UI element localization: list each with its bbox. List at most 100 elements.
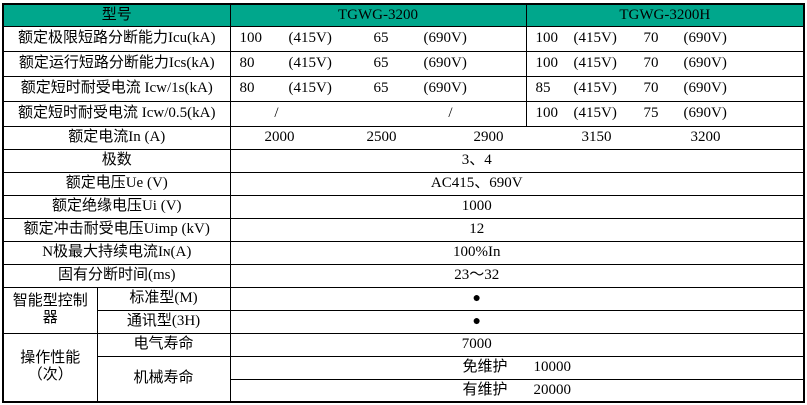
rated-voltage-value: AC415、690V: [229, 171, 805, 196]
icw1s-a-415-value: 80: [239, 79, 255, 96]
ics-a-690-value: 65: [373, 54, 389, 71]
maintained-label: 有维护: [462, 381, 508, 398]
rated-current-2900: 2900: [473, 128, 504, 145]
insulation-voltage-value: 1000: [229, 194, 805, 219]
icu-b-690-value: 70: [643, 29, 659, 46]
row-n-pole-current: N极最大持续电流Iɴ(A) 100%In: [2, 240, 805, 265]
icu-a-690-unit: (690V): [423, 29, 467, 46]
row-insulation-voltage: 额定绝缘电压Ui (V) 1000: [2, 194, 805, 219]
row-label-icw-1s: 额定短时耐受电流 Icw/1s(kA): [2, 75, 231, 102]
header-model-tgwg3200: TGWG-3200: [229, 3, 527, 27]
ics-b-690-value: 70: [643, 54, 659, 71]
ics-a-690-unit: (690V): [423, 54, 467, 71]
icu-b-690-unit: (690V): [683, 29, 727, 46]
icw05-values-tgwg3200: / /: [229, 100, 527, 127]
icw05-a-slash-2: /: [448, 104, 453, 121]
filled-dot-icon: ●: [472, 290, 481, 306]
icu-values-tgwg3200h: 100 (415V) 70 (690V): [525, 25, 805, 52]
controller-comm-label: 通讯型(3H): [96, 309, 231, 334]
icu-a-690-value: 65: [373, 29, 389, 46]
ics-b-690-unit: (690V): [683, 54, 727, 71]
icw05-b-415-unit: (415V): [573, 104, 617, 121]
icw05-b-690-value: 75: [643, 104, 659, 121]
row-icw-05: 额定短时耐受电流 Icw/0.5(kA) / / 100 (415V) 75 (…: [2, 100, 805, 127]
ics-values-tgwg3200h: 100 (415V) 70 (690V): [525, 50, 805, 77]
row-mechanical-life-free: 机械寿命 免维护 10000: [3, 355, 805, 403]
row-ics: 额定运行短路分断能力Ics(kA) 80 (415V) 65 (690V) 10…: [2, 50, 805, 77]
controller-standard-label: 标准型(M): [96, 286, 231, 311]
controller-standard-dot: ●: [229, 286, 805, 311]
row-label-icu: 额定极限短路分断能力Icu(kA): [2, 25, 231, 52]
impulse-voltage-value: 12: [229, 217, 805, 242]
maintenance-free-label: 免维护: [462, 358, 508, 375]
row-breaking-time: 固有分断时间(ms) 23～32: [2, 263, 805, 288]
row-impulse-voltage: 额定冲击耐受电压Uimp (kV) 12: [2, 217, 805, 242]
row-icu: 额定极限短路分断能力Icu(kA) 100 (415V) 65 (690V) 1…: [2, 25, 805, 52]
icw1s-b-690-unit: (690V): [683, 79, 727, 96]
row-rated-voltage: 额定电压Ue (V) AC415、690V: [2, 171, 805, 196]
rated-current-values: 2000 2500 2900 3150 3200: [229, 125, 805, 150]
row-label-rated-current: 额定电流In (A): [2, 125, 231, 150]
row-label-insulation-voltage: 额定绝缘电压Ui (V): [2, 194, 231, 219]
row-label-icw-05: 额定短时耐受电流 Icw/0.5(kA): [2, 100, 231, 127]
icw1s-values-tgwg3200: 80 (415V) 65 (690V): [229, 75, 527, 102]
row-label-impulse-voltage: 额定冲击耐受电压Uimp (kV): [2, 217, 231, 242]
rated-current-2500: 2500: [366, 128, 397, 145]
row-rated-current: 额定电流In (A) 2000 2500 2900 3150 3200: [2, 125, 805, 150]
icu-a-415-value: 100: [239, 29, 263, 46]
row-electrical-life: 操作性能 （次） 电气寿命 7000: [2, 332, 805, 403]
icw05-b-415-value: 100: [535, 104, 559, 121]
row-controller-standard: 智能型控制 器 标准型(M) ●: [2, 286, 805, 334]
ics-a-415-unit: (415V): [288, 54, 332, 71]
icw1s-values-tgwg3200h: 85 (415V) 70 (690V): [525, 75, 805, 102]
mechanical-life-label: 机械寿命: [96, 355, 231, 403]
icw05-a-slash-1: /: [274, 104, 279, 121]
maintenance-free-value: 10000: [533, 358, 572, 375]
rated-current-3200: 3200: [690, 128, 721, 145]
icu-b-415-unit: (415V): [573, 29, 617, 46]
electrical-life-value: 7000: [229, 332, 805, 357]
header-model-tgwg3200h: TGWG-3200H: [525, 3, 805, 27]
header-model-label: 型号: [2, 3, 231, 27]
controller-group-label: 智能型控制 器: [2, 286, 98, 334]
icw1s-b-415-value: 85: [535, 79, 551, 96]
rated-current-2000: 2000: [264, 128, 295, 145]
row-label-n-pole-current: N极最大持续电流Iɴ(A): [2, 240, 231, 265]
breaking-time-value: 23～32: [229, 263, 805, 288]
ics-b-415-value: 100: [535, 54, 559, 71]
electrical-life-label: 电气寿命: [96, 332, 231, 357]
icw1s-a-415-unit: (415V): [288, 79, 332, 96]
icw05-values-tgwg3200h: 100 (415V) 75 (690V): [525, 100, 805, 127]
poles-value: 3、4: [229, 148, 805, 173]
row-icw-1s: 额定短时耐受电流 Icw/1s(kA) 80 (415V) 65 (690V) …: [2, 75, 805, 102]
icw05-b-690-unit: (690V): [683, 104, 727, 121]
spec-table: 型号 TGWG-3200 TGWG-3200H 额定极限短路分断能力Icu(kA…: [2, 3, 805, 403]
icw1s-b-690-value: 70: [643, 79, 659, 96]
rated-current-3150: 3150: [581, 128, 612, 145]
icu-b-415-value: 100: [535, 29, 559, 46]
icw1s-a-690-unit: (690V): [423, 79, 467, 96]
mechanical-life-maintained: 有维护 20000: [229, 378, 805, 403]
icw1s-a-690-value: 65: [373, 79, 389, 96]
row-label-rated-voltage: 额定电压Ue (V): [2, 171, 231, 196]
n-pole-current-value: 100%In: [229, 240, 805, 265]
row-poles: 极数 3、4: [2, 148, 805, 173]
icw1s-b-415-unit: (415V): [573, 79, 617, 96]
ics-a-415-value: 80: [239, 54, 255, 71]
controller-comm-dot: ●: [229, 309, 805, 334]
row-label-poles: 极数: [2, 148, 231, 173]
row-mechanical-life-maintained: 有维护 20000: [3, 378, 805, 403]
icu-a-415-unit: (415V): [288, 29, 332, 46]
performance-group-label: 操作性能 （次）: [2, 332, 98, 403]
header-row: 型号 TGWG-3200 TGWG-3200H: [2, 3, 805, 27]
row-controller-comm: 通讯型(3H) ●: [3, 309, 805, 334]
row-label-ics: 额定运行短路分断能力Ics(kA): [2, 50, 231, 77]
maintained-value: 20000: [533, 381, 572, 398]
mechanical-life-maintenance-free: 免维护 10000: [229, 355, 805, 380]
row-label-breaking-time: 固有分断时间(ms): [2, 263, 231, 288]
ics-b-415-unit: (415V): [573, 54, 617, 71]
filled-dot-icon: ●: [472, 313, 481, 329]
ics-values-tgwg3200: 80 (415V) 65 (690V): [229, 50, 527, 77]
icu-values-tgwg3200: 100 (415V) 65 (690V): [229, 25, 527, 52]
